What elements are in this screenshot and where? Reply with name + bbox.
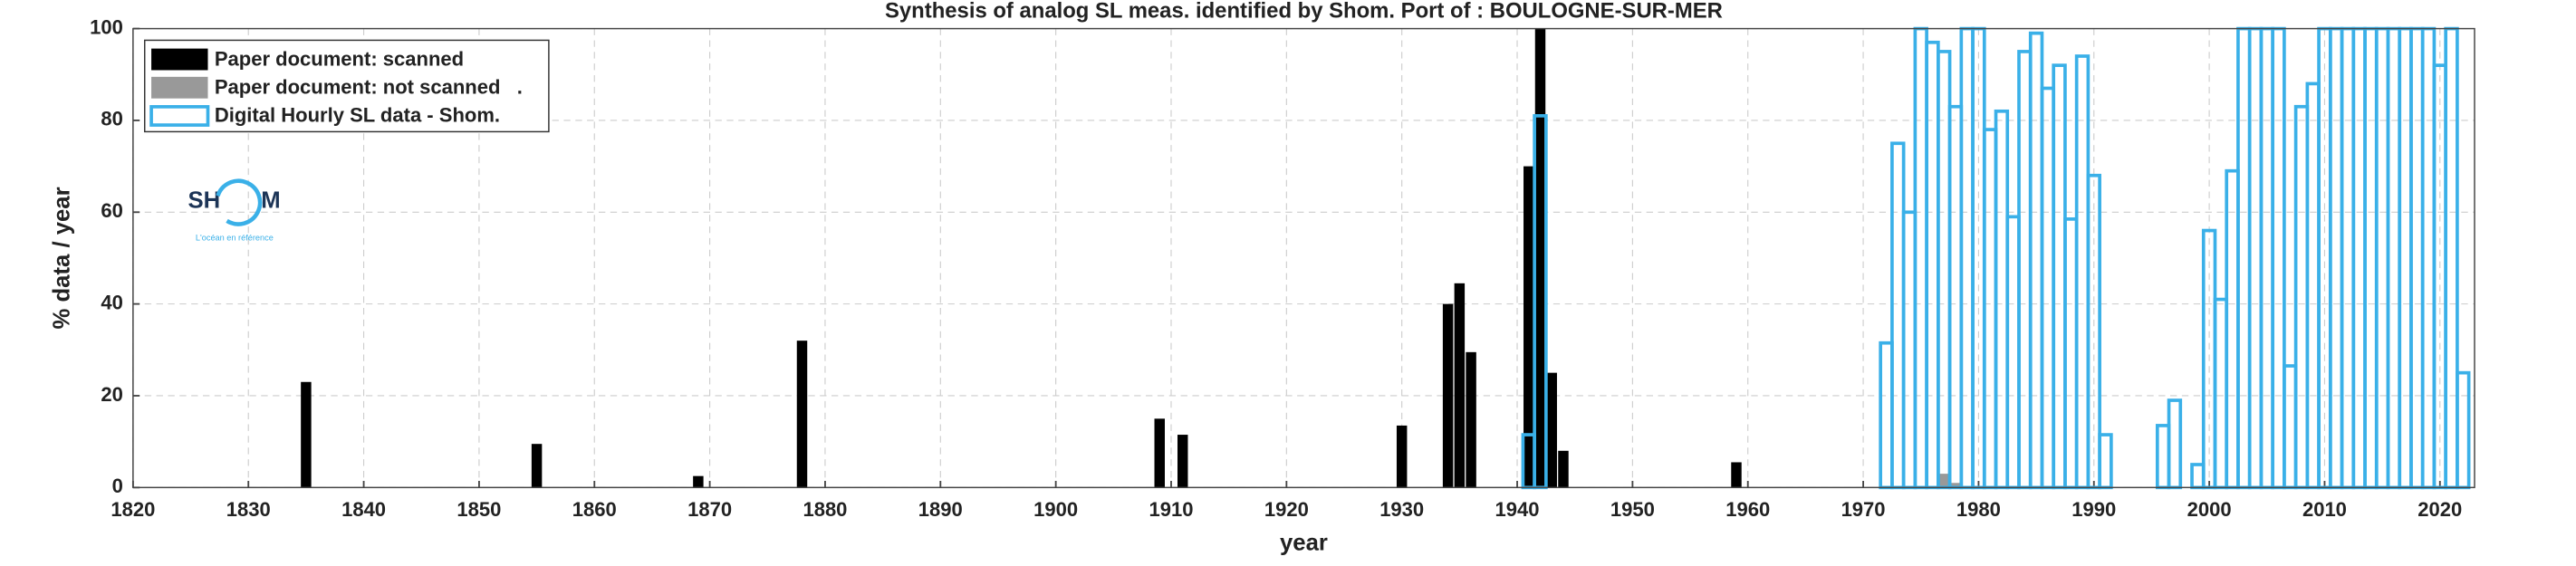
y-tick-label: 20: [101, 383, 123, 406]
bar: [1546, 372, 1557, 488]
x-tick-label: 1980: [1956, 498, 2001, 521]
x-tick-label: 1820: [111, 498, 155, 521]
x-tick-label: 2010: [2302, 498, 2347, 521]
x-tick-label: 1900: [1033, 498, 1078, 521]
x-tick-label: 1860: [572, 498, 617, 521]
logo: SH M L'océan en référence: [187, 178, 281, 242]
x-tick-label: 1990: [2071, 498, 2116, 521]
x-tick-label: 1880: [803, 498, 847, 521]
plot-frame: [132, 27, 2475, 489]
x-tick-label: 1870: [687, 498, 732, 521]
legend-swatch: [149, 105, 210, 127]
bar: [1950, 483, 1961, 488]
x-tick-label: 2000: [2187, 498, 2232, 521]
x-tick-label: 2020: [2417, 498, 2462, 521]
bar: [693, 475, 704, 488]
legend-label: Paper document: not scanned .: [215, 75, 523, 98]
x-tick-label: 1910: [1149, 498, 1194, 521]
bar: [1177, 435, 1188, 488]
x-tick-label: 1890: [918, 498, 963, 521]
x-tick-label: 1930: [1379, 498, 1424, 521]
bar: [1731, 462, 1742, 488]
legend-swatch: [151, 48, 208, 71]
x-tick-label: 1920: [1264, 498, 1309, 521]
logo-tagline: L'océan en référence: [196, 233, 274, 242]
bar: [1454, 283, 1466, 488]
x-axis-label: year: [1280, 531, 1328, 556]
bar: [1938, 474, 1949, 488]
bar: [1534, 28, 1546, 488]
x-tick-label: 1830: [226, 498, 271, 521]
bar: [1558, 450, 1569, 488]
chart-title: Synthesis of analog SL meas. identified …: [885, 0, 1723, 24]
x-tick-label: 1940: [1495, 498, 1540, 521]
bar: [1523, 166, 1534, 488]
y-tick-label: 80: [101, 108, 123, 130]
x-tick-label: 1970: [1841, 498, 1886, 521]
logo-ring: [216, 178, 263, 226]
y-tick-label: 100: [90, 15, 123, 38]
bar: [1396, 425, 1408, 488]
logo-text-left: SH: [187, 187, 220, 213]
x-tick-label: 1850: [457, 498, 501, 521]
y-tick-label: 40: [101, 291, 123, 313]
bar: [301, 381, 312, 488]
legend-box: [143, 39, 550, 133]
legend: Paper document: scanned Paper document: n…: [143, 39, 550, 133]
bar: [531, 444, 543, 488]
y-tick-label: 0: [112, 475, 123, 497]
y-axis-label: % data / year: [50, 187, 75, 329]
y-tick-label: 60: [101, 199, 123, 222]
logo-text-right: M: [261, 187, 280, 213]
bar: [1442, 303, 1454, 488]
bar: [1154, 418, 1165, 488]
x-tick-label: 1840: [341, 498, 386, 521]
x-tick-label: 1960: [1725, 498, 1770, 521]
legend-label: Paper document: scanned: [215, 47, 464, 70]
legend-label: Digital Hourly SL data - Shom.: [215, 104, 500, 127]
legend-swatch: [151, 76, 208, 99]
bar: [796, 341, 808, 488]
bar: [1466, 351, 1476, 488]
x-tick-label: 1950: [1610, 498, 1655, 521]
